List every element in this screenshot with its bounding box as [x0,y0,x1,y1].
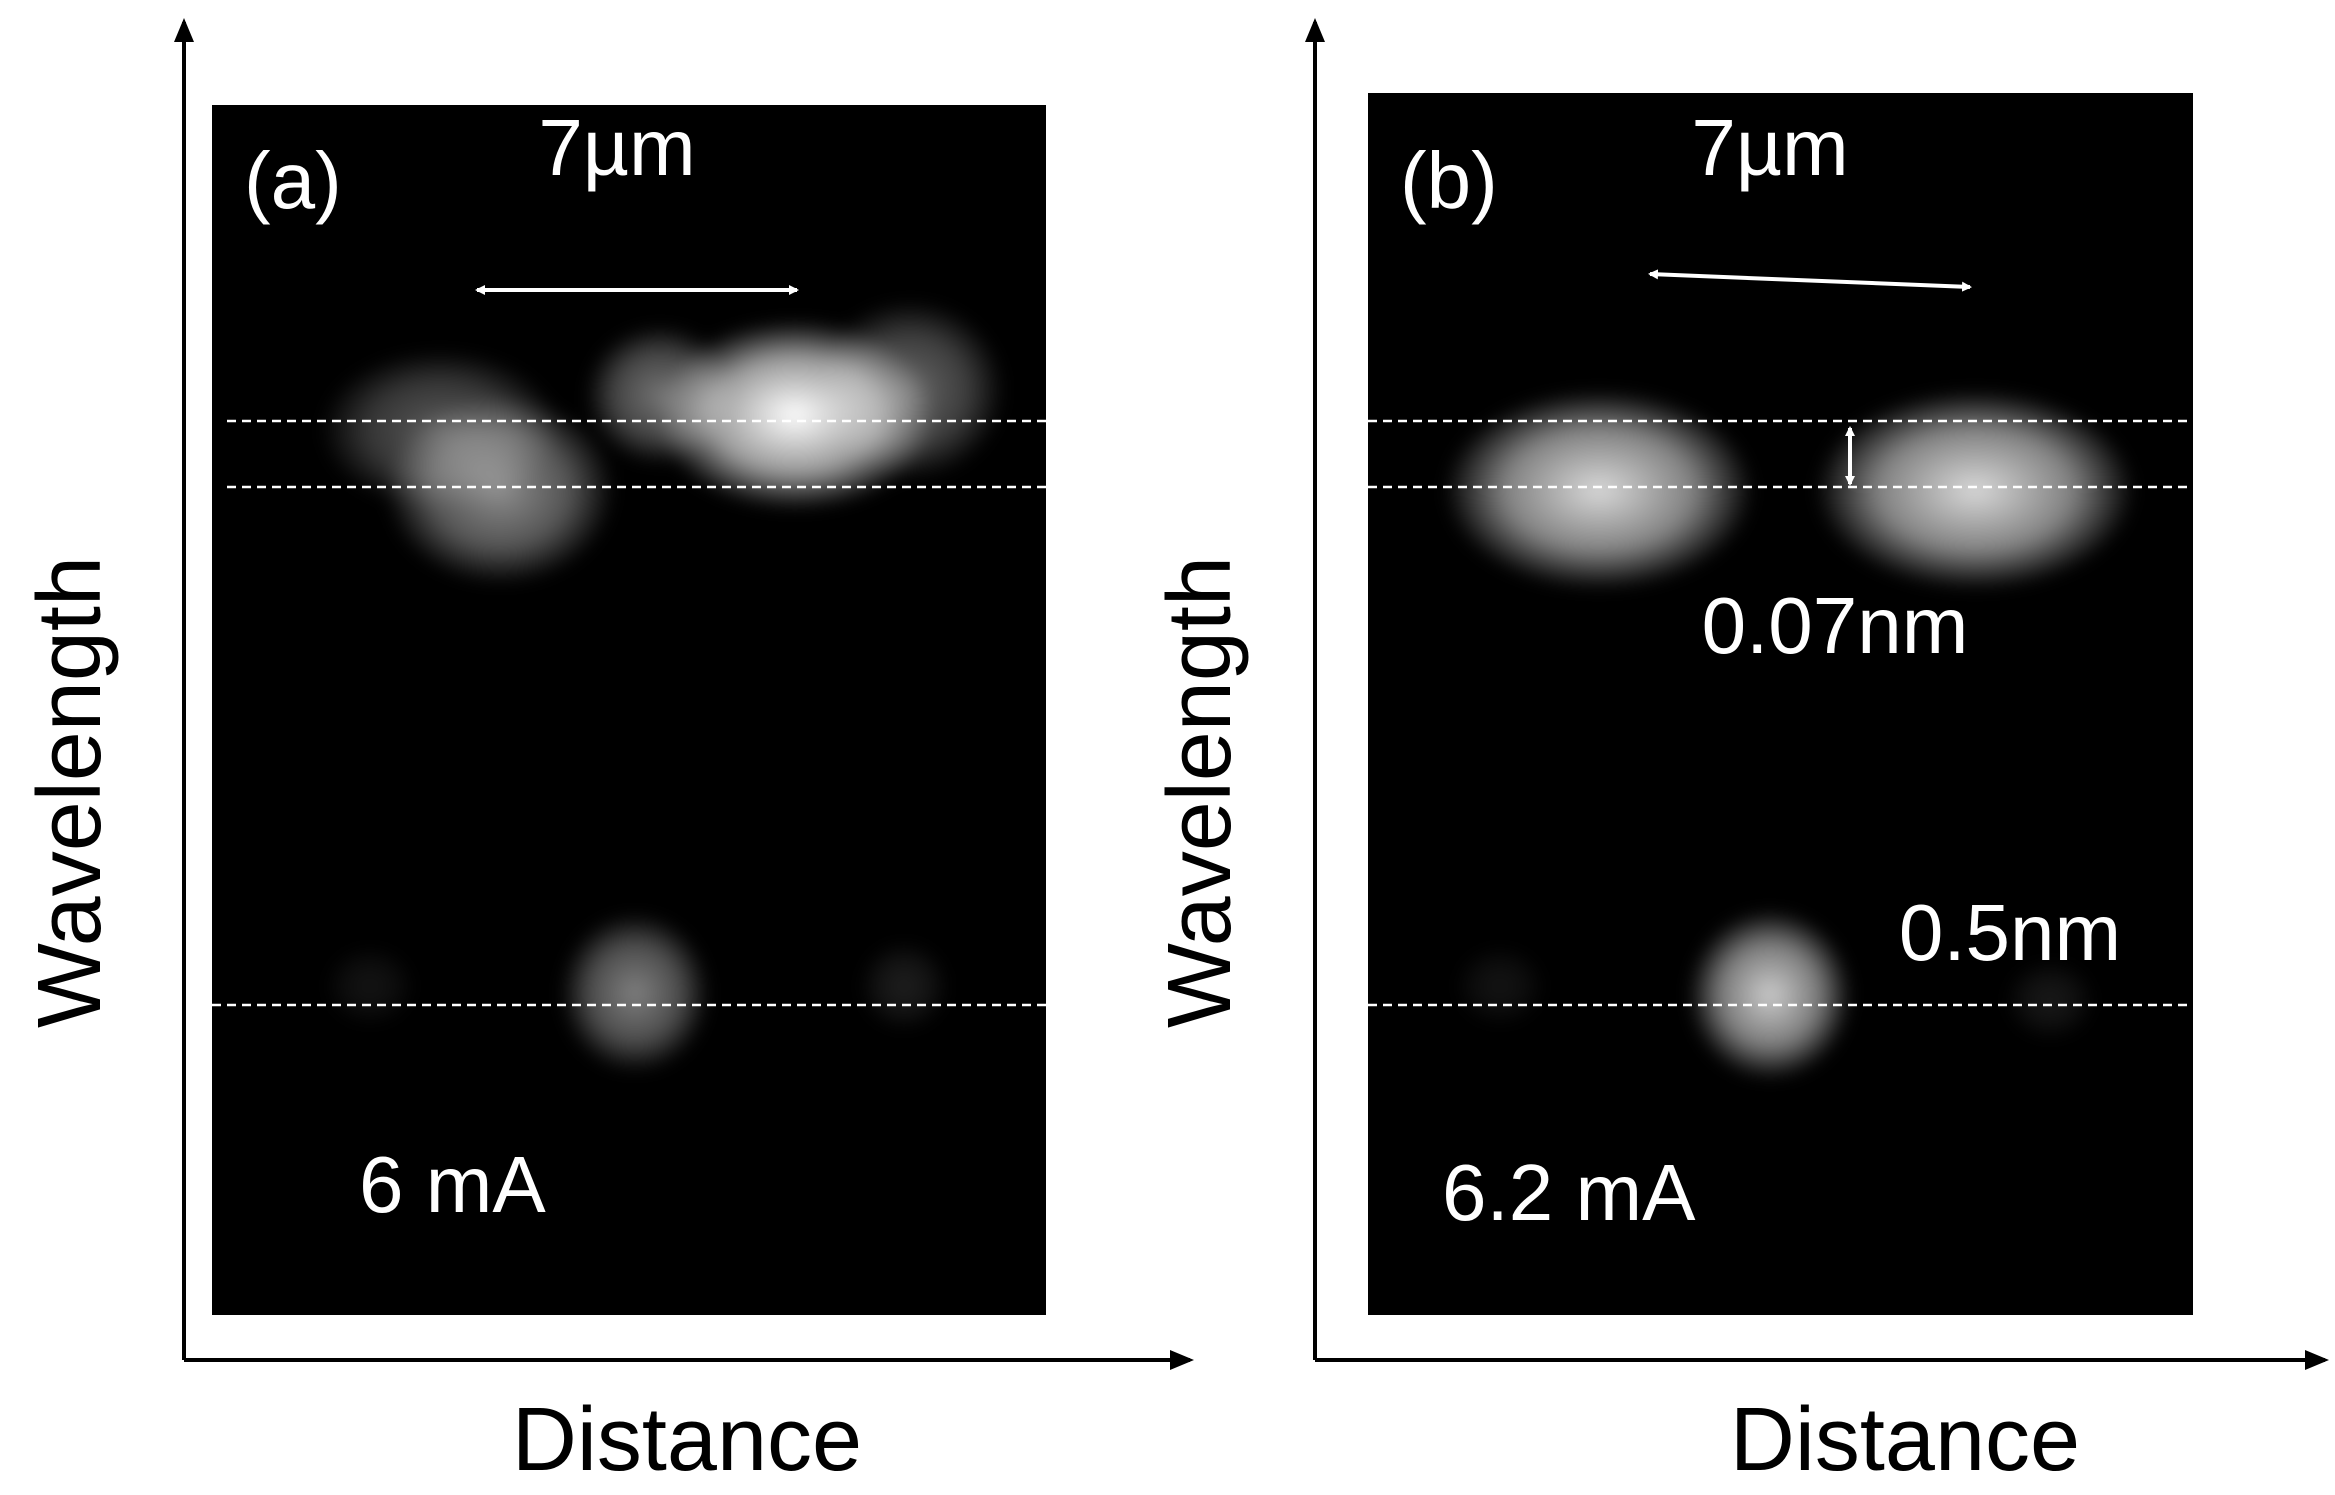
spacing-label: 0.5nm [1899,888,2121,977]
emission-spots [320,300,1005,1073]
spectrum-image [212,105,1046,1315]
y-axis-label: Wavelength [1150,556,1250,1028]
spectrum-image [1368,93,2193,1315]
emission-spots [1444,390,2135,1080]
panel-label: (b) [1400,136,1498,225]
y-axis-label: Wavelength [20,556,120,1028]
x-axis-label: Distance [512,1390,862,1490]
scale-label: 7µm [1691,103,1848,192]
panel-label: (a) [244,136,342,225]
scale-label: 7µm [538,103,695,192]
scale-arrow [1648,269,1972,292]
panel-b: (b) 7µm 0.07nm 0.5nm 6.2 mA Wavelength D… [1150,18,2329,1490]
current-label: 6 mA [359,1140,546,1229]
x-axis-label: Distance [1730,1390,2080,1490]
splitting-label: 0.07nm [1702,581,1969,670]
panel-a: (a) 7µm 6 mA Wavelength Distance [20,18,1194,1490]
current-label: 6.2 mA [1442,1148,1696,1237]
